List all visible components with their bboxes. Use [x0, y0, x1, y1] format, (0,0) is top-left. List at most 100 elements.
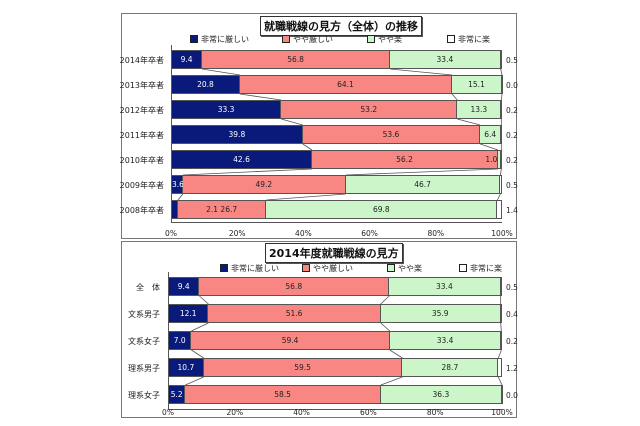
data-label: 56.2: [396, 155, 413, 164]
data-label: 1.0: [485, 155, 498, 164]
category-label: 理系女子: [128, 391, 160, 400]
bar-segment-somewhat-severe: 51.6: [208, 304, 381, 323]
data-label: 42.6: [233, 155, 250, 164]
plot-area-trend: 9.4 56.8 33.4 20.8 64.1 15.1 33.3 53.2 13.3 39.8 5…: [171, 45, 503, 223]
bar-segment-somewhat-easy: 1.0: [485, 150, 502, 169]
x-tick-label: 80%: [427, 229, 445, 238]
data-label: 15.1: [468, 80, 485, 89]
legend-label: やや楽: [378, 35, 402, 44]
data-label: 2.1 26.7: [206, 205, 238, 214]
bar-segment-very-easy: [498, 358, 503, 377]
category-label: 2008年卒者: [119, 206, 164, 215]
plot-area-2014: 9.4 56.8 33.4 12.1 51.6 35.9 7.0 59.4 33.4 10.7 59…: [168, 272, 503, 410]
data-label: 13.3: [470, 105, 488, 114]
bar-segment-very-easy: [500, 175, 502, 194]
bar-segment-very-easy: [502, 75, 503, 94]
bar-segment-very-severe: [171, 200, 178, 219]
x-tick-label: 100%: [491, 408, 513, 417]
category-label: 2014年卒者: [119, 56, 164, 65]
data-label: 36.3: [432, 390, 450, 399]
data-label: 9.4: [177, 282, 190, 291]
bar-segment-somewhat-easy: 28.7: [402, 358, 499, 377]
data-label: 51.6: [285, 309, 303, 318]
bar-segment-somewhat-severe: 58.5: [185, 385, 381, 404]
data-label: 20.8: [197, 80, 214, 89]
x-tick-label: 100%: [491, 229, 513, 238]
legend-swatch-icon: [459, 264, 467, 272]
bar-segment-very-severe: 9.4: [168, 277, 200, 296]
legend-item: 非常に楽: [459, 263, 502, 274]
bar-segment-somewhat-severe: 53.2: [281, 100, 458, 119]
data-label: 33.4: [436, 336, 454, 345]
data-label: 9.4: [180, 55, 193, 64]
data-label-very-easy: 0.2: [506, 337, 518, 346]
legend-item: 非常に楽: [447, 34, 490, 45]
category-label: 2010年卒者: [119, 156, 164, 165]
bar-segment-very-easy: [500, 50, 503, 69]
legend-swatch-icon: [387, 264, 395, 272]
bar-segment-somewhat-easy: 33.4: [389, 331, 502, 350]
data-label: 46.7: [414, 180, 431, 189]
category-label: 理系男子: [128, 364, 160, 373]
bar-segment-somewhat-easy: 69.8: [266, 200, 498, 219]
data-label: 35.9: [431, 309, 449, 318]
bar-segment-very-severe: 5.2: [168, 385, 186, 404]
bar-segment-somewhat-severe: 56.8: [202, 50, 391, 69]
x-tick-label: 80%: [426, 408, 444, 417]
category-label: 文系女子: [128, 337, 160, 346]
data-label: 39.8: [228, 130, 246, 139]
legend-swatch-icon: [367, 35, 375, 43]
bar-segment-very-severe: 10.7: [168, 358, 204, 377]
data-label-very-easy: 0.0: [506, 81, 518, 90]
legend-item: やや楽: [367, 34, 402, 45]
bar-segment-somewhat-easy: 33.4: [390, 50, 501, 69]
bar-segment-very-severe: 3.6: [171, 175, 184, 194]
bar-segment-somewhat-easy: 36.3: [380, 385, 502, 404]
chart-title-2014: 2014年度就職戦線の見方: [265, 243, 403, 263]
data-label-very-easy: 0.5: [506, 181, 518, 190]
data-label-very-easy: 0.4: [506, 310, 518, 319]
data-label-very-easy: 1.4: [506, 206, 518, 215]
bar-segment-very-easy: [497, 200, 502, 219]
bar-segment-very-severe: 7.0: [168, 331, 192, 350]
bar-segment-very-severe: 20.8: [171, 75, 240, 94]
bar-segment-somewhat-easy: 13.3: [457, 100, 502, 119]
bar-segment-very-easy: [501, 331, 503, 350]
legend-swatch-icon: [302, 264, 310, 272]
data-label-very-easy: 0.2: [506, 131, 518, 140]
bar-segment-somewhat-severe: 59.4: [191, 331, 390, 350]
category-label: 2009年卒者: [119, 181, 164, 190]
x-tick-label: 60%: [361, 229, 378, 238]
data-label: 49.2: [255, 180, 273, 189]
data-label: 12.1: [179, 309, 197, 318]
data-label: 6.4: [484, 130, 497, 139]
legend-label: 非常に楽: [470, 264, 502, 273]
bar-segment-very-easy: [501, 125, 503, 144]
series-connector-lines: [177, 68, 503, 201]
bar-segment-somewhat-severe: 64.1: [239, 75, 452, 94]
category-label: 全 体: [136, 283, 160, 292]
category-label: 2012年卒者: [119, 106, 164, 115]
data-label: 69.8: [372, 205, 390, 214]
legend-item: 非常に厳しい: [190, 34, 249, 45]
legend-label: 非常に楽: [458, 35, 490, 44]
legend-swatch-icon: [190, 35, 198, 43]
legend-label: やや楽: [398, 264, 422, 273]
x-axis-line: [171, 222, 502, 223]
legend-item: 非常に厳しい: [220, 263, 279, 274]
bar-segment-somewhat-severe: 56.2: [312, 150, 499, 169]
category-label: 文系男子: [128, 310, 160, 319]
legend-label: やや厳しい: [293, 35, 333, 44]
legend-label: やや厳しい: [313, 264, 353, 273]
data-label: 5.2: [170, 390, 183, 399]
bar-segment-somewhat-easy: 15.1: [452, 75, 502, 94]
data-label: 58.5: [274, 390, 291, 399]
bar-segment-very-easy: [501, 150, 503, 169]
x-tick-label: 20%: [228, 229, 246, 238]
data-label: 53.2: [360, 105, 378, 114]
bar-segment-somewhat-easy: 46.7: [345, 175, 501, 194]
legend-swatch-icon: [447, 35, 455, 43]
data-label: 33.3: [217, 105, 235, 114]
bar-segment-very-easy: [500, 277, 503, 296]
bar-segment-very-severe: 33.3: [171, 100, 282, 119]
